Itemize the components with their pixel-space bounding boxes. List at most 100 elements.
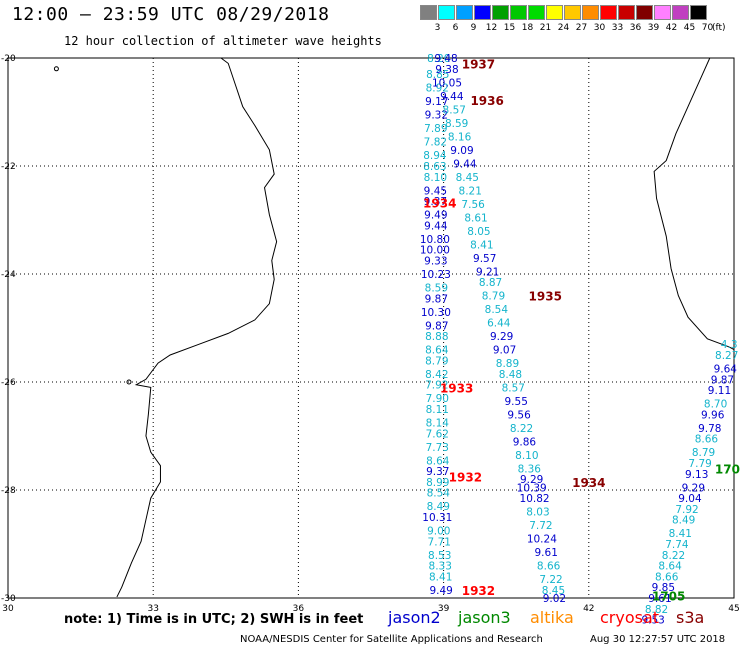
wave-height-value: 8.21	[459, 185, 482, 197]
lat-tick-label: -30	[1, 594, 16, 604]
wave-height-value: 9.00	[427, 526, 450, 538]
colorbar-swatch	[618, 5, 635, 20]
wave-height-value: 8.61	[464, 212, 487, 224]
wave-height-value: 7.82	[424, 137, 447, 149]
wave-height-value: 8.45	[456, 172, 479, 184]
wave-height-value: 9.64	[714, 364, 738, 376]
wave-height-value: 9.87	[711, 374, 734, 386]
wave-height-value: 8.59	[425, 283, 448, 295]
wave-height-value: 8.41	[470, 239, 493, 251]
wave-height-value: 9.49	[429, 585, 452, 597]
wave-height-value: 8.49	[672, 515, 695, 527]
colorbar-swatch	[600, 5, 617, 20]
wave-height-value: 9.96	[701, 409, 725, 421]
wave-height-value: 8.41	[429, 571, 452, 583]
wave-height-value: 8.20	[427, 53, 450, 65]
lon-tick-label: 36	[293, 604, 305, 614]
wave-height-value: 9.38	[435, 64, 458, 76]
wave-height-value: 8.87	[479, 277, 502, 289]
wave-height-value: 8.27	[715, 350, 738, 362]
colorbar-swatch	[546, 5, 563, 20]
wave-height-value: 9.13	[685, 469, 708, 481]
wave-height-value: 10.30	[421, 307, 451, 319]
wave-height-value: 9.87	[425, 320, 448, 332]
colorbar-tick-label: 42	[665, 23, 678, 33]
colorbar-tick-label: 36	[629, 23, 642, 33]
wave-height-value: 8.85	[426, 69, 449, 81]
wave-height-value: 9.29	[682, 482, 705, 494]
wave-height-value: 8.42	[425, 369, 448, 381]
wave-height-value: 9.44	[424, 220, 448, 232]
colorbar-swatch	[492, 5, 509, 20]
wave-height-value: 8.57	[502, 382, 525, 394]
wave-height-value: 10.23	[421, 269, 451, 281]
wave-height-value: 7.79	[688, 458, 711, 470]
colorbar-tick-label: 27	[575, 23, 588, 33]
colorbar-swatch	[438, 5, 455, 20]
wave-height-value: 9.86	[513, 436, 537, 448]
wave-height-value: 9.49	[424, 210, 447, 222]
wave-height-value: 8.53	[428, 550, 451, 562]
colorbar-tick-label: 21	[539, 23, 552, 33]
wave-height-value: 8.54	[427, 488, 451, 500]
colorbar-swatch	[690, 5, 707, 20]
wave-height-value: 8.79	[692, 447, 715, 459]
wave-height-value: 8.57	[443, 104, 466, 116]
wave-height-value: 8.88	[425, 331, 448, 343]
legend-cryosat: cryosat	[600, 608, 660, 627]
colorbar-tick-label: 45	[683, 23, 696, 33]
wave-height-value: 8.89	[496, 358, 519, 370]
subtitle: 12 hour collection of altimeter wave hei…	[64, 34, 382, 48]
wave-height-value: 9.32	[425, 110, 448, 122]
colorbar-tick-label: 39	[647, 23, 660, 33]
wave-height-value: 7.89	[424, 123, 447, 135]
wave-height-value: 7.62	[426, 428, 449, 440]
wave-height-value: 9.29	[520, 474, 543, 486]
island-marker	[126, 379, 132, 385]
wave-height-value: 9.44	[453, 158, 477, 170]
legend-altika: altika	[530, 608, 574, 627]
colorbar-unit-label: (ft)	[712, 23, 726, 33]
wave-height-value: 8.64	[426, 455, 450, 467]
wave-height-value: 8.45	[542, 585, 565, 597]
wave-height-value: 8.16	[448, 131, 472, 143]
pass-time-label: 1936	[470, 94, 503, 108]
lon-tick-label: 42	[583, 604, 594, 614]
wave-height-value: 10.05	[432, 77, 462, 89]
wave-height-value: 10.24	[527, 534, 557, 546]
wave-height-value: 10.80	[420, 234, 450, 246]
colorbar-swatch	[420, 5, 437, 20]
wave-height-value: 9.09	[450, 145, 473, 157]
colorbar-swatch	[636, 5, 653, 20]
wave-height-value: 8.10	[424, 172, 447, 184]
wave-height-value: 8.54	[485, 304, 509, 316]
lon-tick-label: 33	[147, 604, 158, 614]
colorbar-swatch	[672, 5, 689, 20]
wave-height-value: 7.92	[675, 504, 698, 516]
colorbar-tick-label: 18	[521, 23, 534, 33]
wave-height-value: 9.02	[543, 593, 566, 605]
lat-tick-label: -26	[1, 378, 16, 388]
wave-height-value: 8.82	[645, 604, 668, 616]
wave-height-value: 8.48	[499, 369, 522, 381]
wave-height-value: 9.55	[505, 396, 528, 408]
wave-height-value: 8.41	[669, 528, 692, 540]
credit-text: NOAA/NESDIS Center for Satellite Applica…	[240, 634, 543, 645]
wave-height-value: 9.56	[507, 409, 531, 421]
wave-height-value: 7.73	[426, 442, 449, 454]
wave-height-value: 4.3	[721, 339, 738, 351]
wave-height-value: 10.82	[520, 493, 550, 505]
wave-height-value: 9.37	[424, 196, 447, 208]
wave-height-value: 7.56	[461, 199, 485, 211]
colorbar-swatch	[654, 5, 671, 20]
colorbar-tick-label: 3	[434, 23, 441, 33]
colorbar-tick-label: 30	[593, 23, 606, 33]
wave-height-value: 8.79	[425, 355, 448, 367]
wave-height-value: 6.44	[487, 318, 511, 330]
legend-s3a: s3a	[676, 608, 705, 627]
wave-height-value: 9.45	[424, 185, 447, 197]
wave-height-value: 8.36	[518, 463, 542, 475]
wave-height-value: 8.99	[426, 477, 449, 489]
lat-tick-label: -22	[1, 162, 16, 172]
